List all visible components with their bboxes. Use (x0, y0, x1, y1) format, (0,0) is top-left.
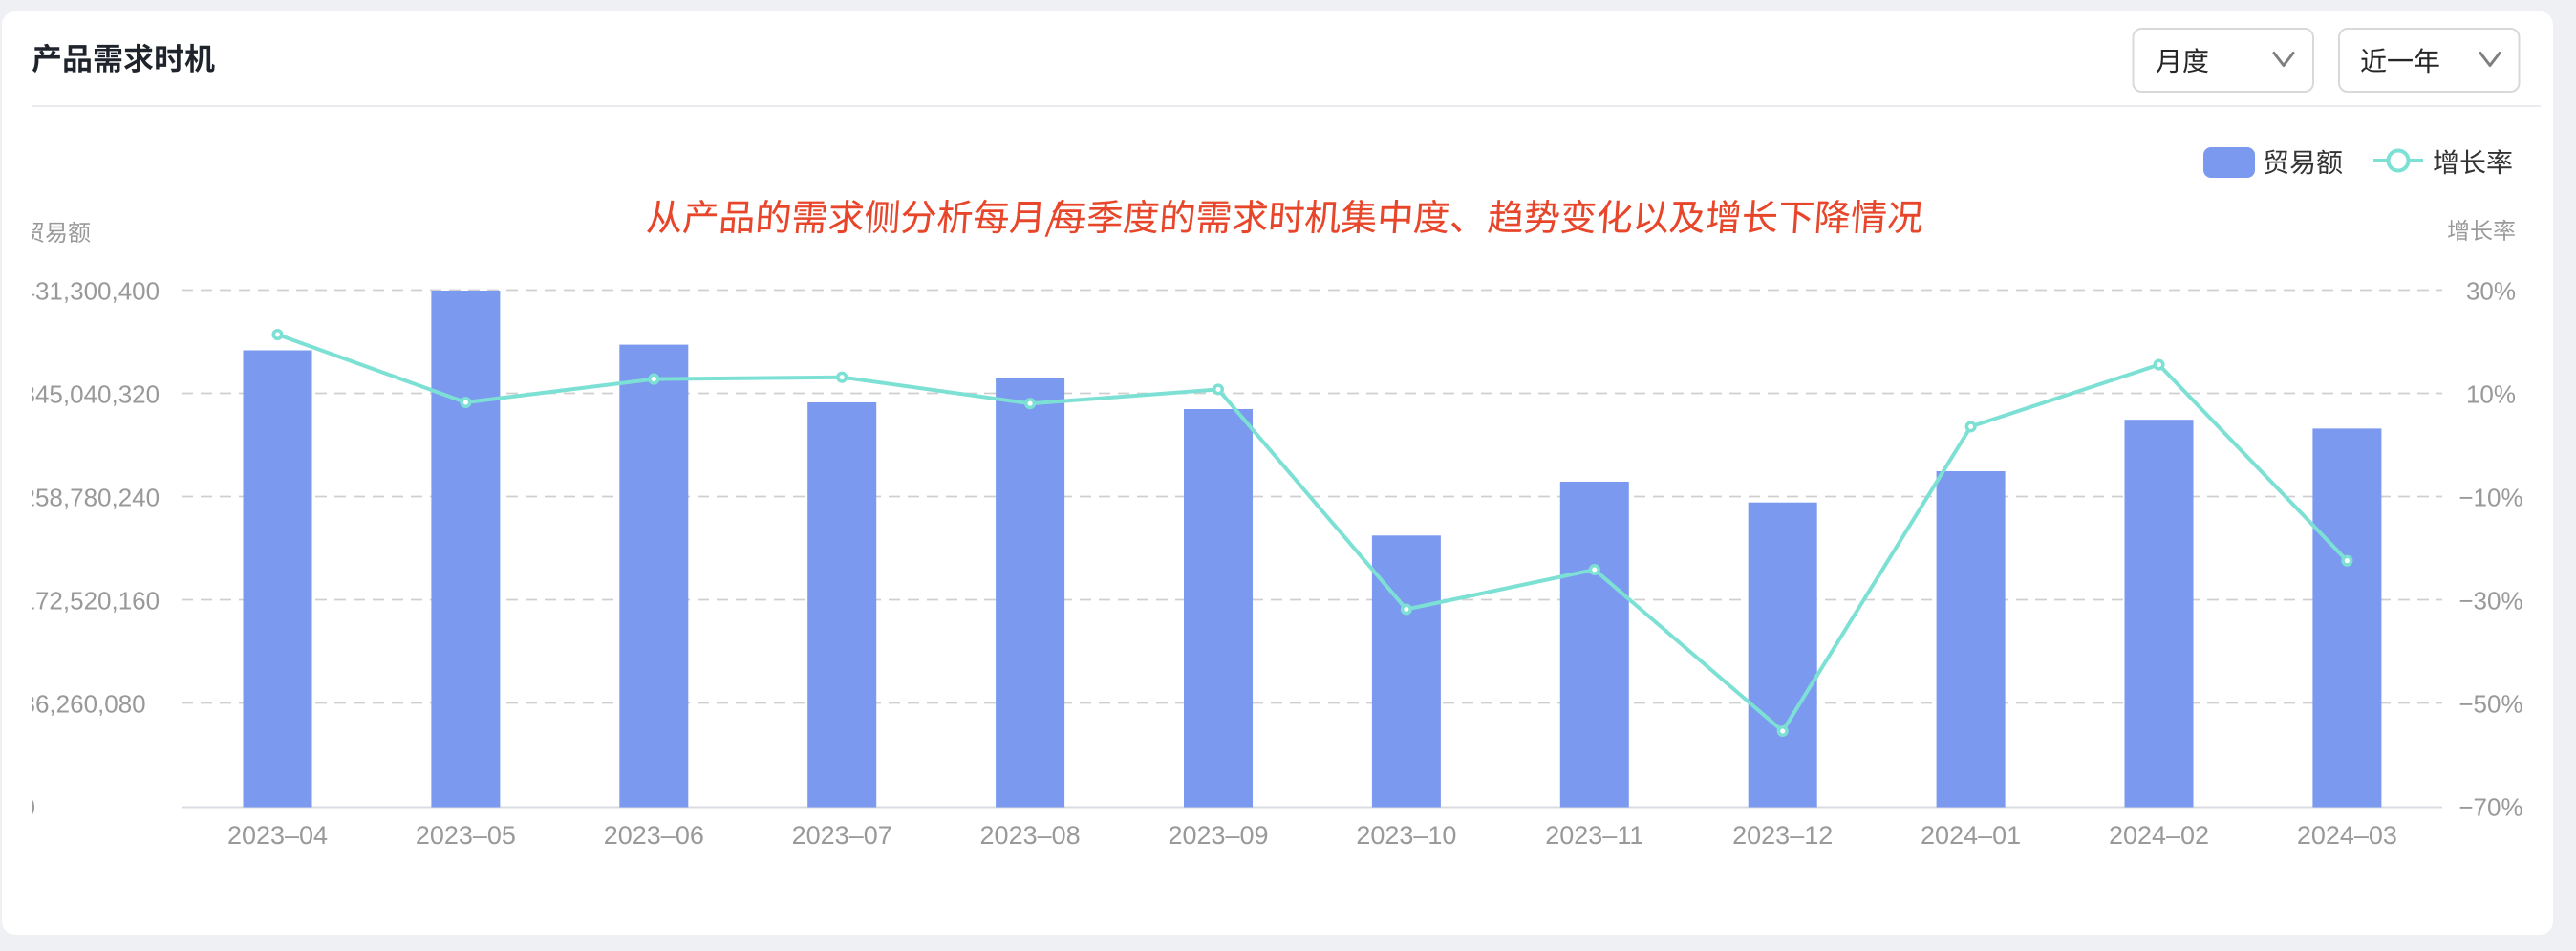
svg-text:2023–04: 2023–04 (227, 821, 328, 850)
svg-text:86,260,080: 86,260,080 (22, 690, 146, 719)
svg-text:2023–06: 2023–06 (604, 821, 704, 850)
svg-text:258,780,240: 258,780,240 (22, 484, 161, 512)
svg-text:345,040,320: 345,040,320 (22, 380, 161, 409)
svg-text:30%: 30% (2466, 277, 2516, 306)
svg-text:−30%: −30% (2458, 587, 2522, 616)
svg-text:−10%: −10% (2458, 484, 2522, 512)
svg-text:−50%: −50% (2458, 690, 2522, 719)
svg-text:2023–09: 2023–09 (1168, 821, 1268, 850)
svg-text:−70%: −70% (2458, 793, 2522, 822)
svg-text:2023–12: 2023–12 (1732, 821, 1833, 850)
svg-text:2024–01: 2024–01 (1921, 821, 2021, 850)
svg-text:2023–10: 2023–10 (1356, 821, 1456, 850)
svg-text:2023–07: 2023–07 (792, 821, 892, 850)
svg-text:2023–08: 2023–08 (980, 821, 1081, 850)
svg-text:2023–05: 2023–05 (416, 821, 516, 850)
svg-text:2024–03: 2024–03 (2297, 821, 2397, 850)
svg-text:0: 0 (22, 793, 35, 822)
svg-text:10%: 10% (2466, 380, 2516, 409)
svg-text:431,300,400: 431,300,400 (22, 277, 161, 306)
svg-text:2023–11: 2023–11 (1545, 821, 1643, 850)
svg-text:172,520,160: 172,520,160 (22, 587, 161, 616)
svg-text:2024–02: 2024–02 (2109, 821, 2209, 850)
